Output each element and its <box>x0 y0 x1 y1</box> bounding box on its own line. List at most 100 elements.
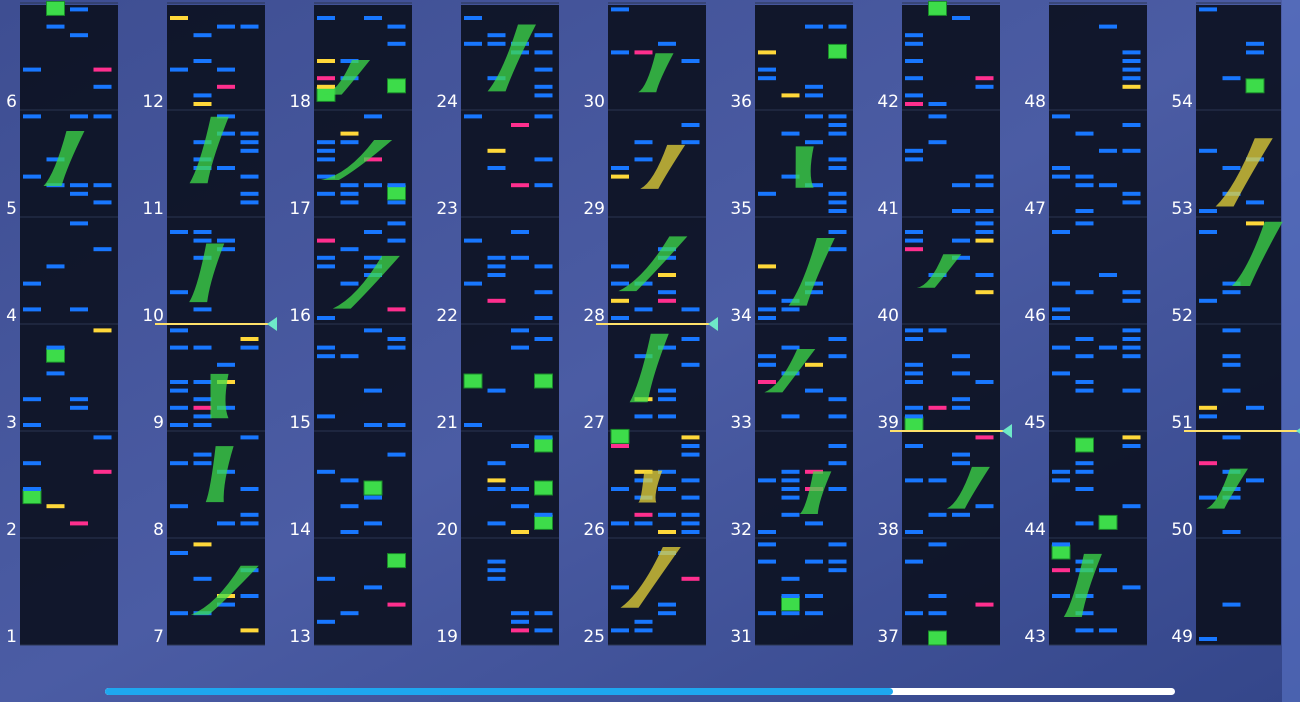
tap-note <box>317 345 335 350</box>
tap-note <box>928 114 947 119</box>
tap-note <box>1122 298 1141 303</box>
tap-note <box>805 559 823 564</box>
measure-number: 52 <box>1171 306 1193 326</box>
measure-number: 2 <box>6 520 17 540</box>
tap-note <box>828 230 847 234</box>
tap-note <box>1122 148 1141 153</box>
tap-note <box>758 307 776 312</box>
tap-note <box>1122 354 1141 359</box>
hold-note <box>463 373 483 389</box>
tap-note <box>340 59 359 63</box>
tap-note <box>1199 414 1217 419</box>
tap-note <box>758 542 776 547</box>
flick-note <box>658 298 676 303</box>
scrollbar-thumb[interactable] <box>105 688 893 695</box>
hold-note <box>363 480 383 496</box>
critical-note <box>487 148 506 153</box>
slide-note <box>946 466 990 509</box>
tap-note <box>387 452 406 457</box>
tap-note <box>1222 354 1241 359</box>
tap-note <box>658 602 676 607</box>
tap-note <box>240 345 259 350</box>
tap-note <box>975 174 994 179</box>
tap-note <box>193 307 212 312</box>
measure-number: 25 <box>583 627 605 647</box>
slide-note <box>332 255 400 309</box>
measure-number: 43 <box>1024 627 1046 647</box>
tap-note <box>317 469 335 474</box>
critical-note <box>193 102 212 106</box>
tap-note <box>905 362 923 367</box>
flick-note <box>387 307 406 312</box>
critical-note <box>1122 84 1141 89</box>
tap-note <box>828 542 847 547</box>
tap-note <box>487 461 506 466</box>
tap-note <box>46 157 65 162</box>
tap-note <box>387 423 406 427</box>
tap-note <box>928 542 947 547</box>
hold-note <box>904 416 924 432</box>
tap-note <box>534 33 553 38</box>
tap-note <box>1052 594 1070 598</box>
tap-note <box>511 504 529 509</box>
measure-number: 7 <box>153 627 164 647</box>
tap-note <box>487 166 506 170</box>
tap-note <box>1222 388 1241 393</box>
slide-note <box>210 373 229 419</box>
tap-note <box>70 114 88 119</box>
tap-note <box>1246 200 1264 205</box>
tap-note <box>952 238 970 243</box>
lane-panel <box>20 5 118 645</box>
tap-note <box>387 183 406 188</box>
tap-note <box>928 512 947 517</box>
tap-note <box>240 24 259 29</box>
tap-note <box>781 414 800 419</box>
measure-number: 38 <box>877 520 899 540</box>
flick-note <box>905 102 923 106</box>
tap-note <box>1099 568 1117 573</box>
tap-note <box>534 628 553 633</box>
tap-note <box>681 444 700 448</box>
tap-note <box>170 388 188 393</box>
tap-note <box>1099 273 1117 277</box>
tap-note <box>364 16 382 20</box>
lane-panel <box>461 5 559 645</box>
critical-note <box>170 16 188 20</box>
flick-note <box>1199 461 1217 466</box>
tap-note <box>1122 328 1141 333</box>
critical-note <box>1246 221 1264 226</box>
critical-note <box>317 59 335 63</box>
tap-note <box>611 7 629 12</box>
tap-note <box>1122 200 1141 205</box>
tap-note <box>193 59 212 63</box>
tap-note <box>487 255 506 260</box>
slide-note <box>795 146 814 188</box>
tap-note <box>611 521 629 526</box>
tap-note <box>217 67 235 72</box>
slide-note <box>1206 468 1248 509</box>
tap-note <box>905 371 923 376</box>
tap-note <box>387 337 406 341</box>
tap-note <box>487 33 506 38</box>
tap-note <box>534 290 553 295</box>
tap-note <box>905 157 923 162</box>
tap-note <box>487 264 506 269</box>
tap-note <box>781 594 800 598</box>
measure-number: 17 <box>289 199 311 219</box>
tap-note <box>1222 166 1241 170</box>
tap-note <box>364 521 382 526</box>
tap-note <box>828 337 847 341</box>
tap-note <box>1199 298 1217 303</box>
tap-note <box>805 290 823 295</box>
critical-note <box>658 273 676 277</box>
critical-note <box>611 174 629 179</box>
tap-note <box>70 183 88 188</box>
tap-note <box>905 444 923 448</box>
tap-note <box>1122 191 1141 196</box>
tap-note <box>952 16 970 20</box>
tap-note <box>1122 290 1141 295</box>
tap-note <box>781 478 800 483</box>
tap-note <box>781 174 800 179</box>
tap-note <box>781 487 800 491</box>
tap-note <box>905 148 923 153</box>
